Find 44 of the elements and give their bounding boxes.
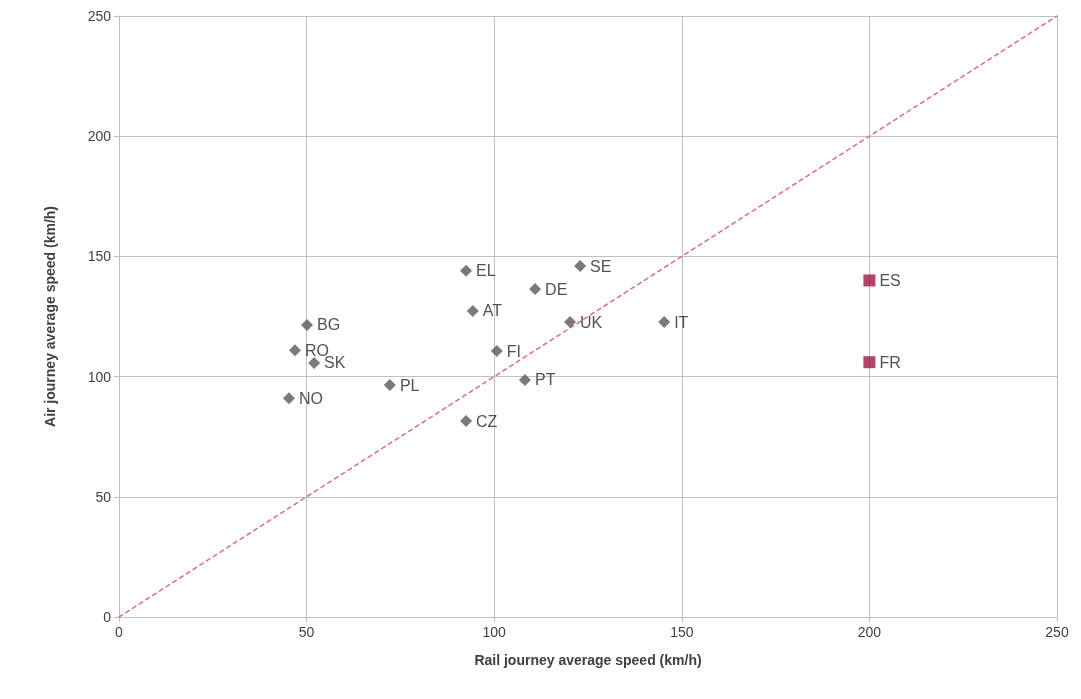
x-tick-label: 0 xyxy=(115,624,124,640)
point xyxy=(490,345,503,358)
point xyxy=(300,318,313,331)
point xyxy=(529,283,542,296)
point xyxy=(518,373,531,386)
y-tick-label: 200 xyxy=(87,128,112,145)
x-tick-label: 50 xyxy=(298,624,315,640)
point xyxy=(282,392,295,405)
x-tick-label: 250 xyxy=(1045,624,1069,640)
annotation: AT xyxy=(482,302,503,320)
annotation: NO xyxy=(298,389,323,407)
annotation: DE xyxy=(545,280,568,298)
point xyxy=(658,316,671,329)
annotation: IT xyxy=(674,313,689,331)
point xyxy=(383,379,396,392)
point xyxy=(308,356,321,369)
annotation: SE xyxy=(590,257,612,275)
annotation: PL xyxy=(399,376,420,394)
point xyxy=(563,316,576,329)
point xyxy=(466,304,479,317)
annotation: BG xyxy=(316,316,341,334)
y-tick-label: 0 xyxy=(103,609,112,625)
point xyxy=(460,415,473,428)
x-tick-label: 200 xyxy=(857,624,882,640)
annotation: FR xyxy=(879,353,901,371)
point xyxy=(863,274,876,287)
annotation: CZ xyxy=(476,412,498,430)
point xyxy=(863,356,876,369)
annotation: FI xyxy=(506,342,522,360)
annotation: EL xyxy=(476,262,496,280)
annotation: ES xyxy=(879,271,901,289)
x-tick-label: 150 xyxy=(670,624,694,640)
x-axis-title: Rail journey average speed (km/h) xyxy=(474,652,702,668)
y-tick-label: 50 xyxy=(95,488,112,505)
point xyxy=(288,344,301,357)
point xyxy=(460,264,473,277)
y-tick-label: 100 xyxy=(87,368,112,385)
annotation: UK xyxy=(579,313,603,331)
y-tick-label: 150 xyxy=(87,248,112,265)
point xyxy=(574,260,587,273)
x-tick-label: 100 xyxy=(482,624,507,640)
y-axis-title: Air journey average speed (km/h) xyxy=(42,206,58,427)
y-tick-label: 250 xyxy=(87,8,112,24)
annotation: PT xyxy=(534,371,556,389)
